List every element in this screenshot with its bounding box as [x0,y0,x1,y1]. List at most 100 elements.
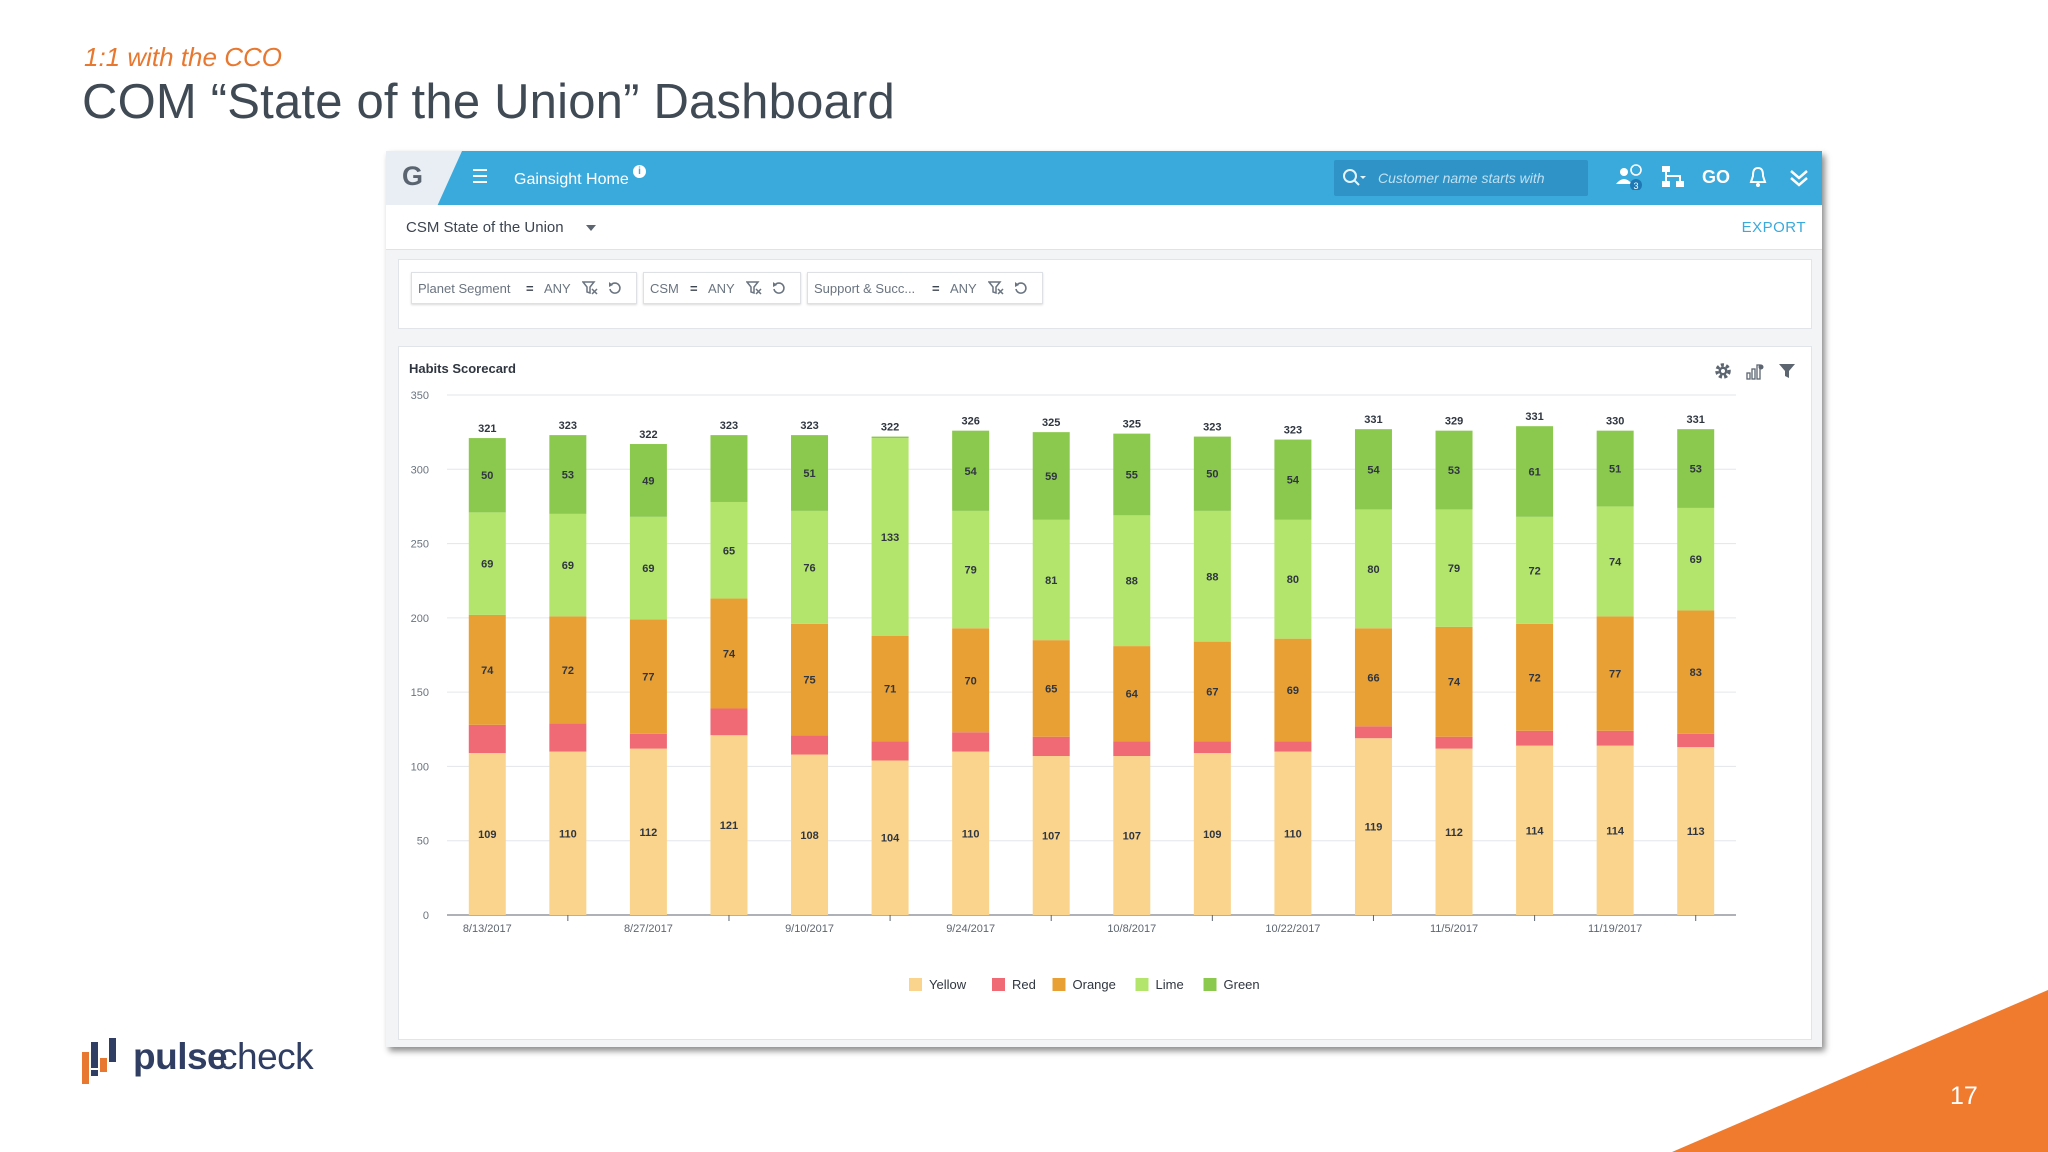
total-label: 326 [961,416,979,428]
home-title[interactable]: Gainsight Home [514,171,629,188]
data-label: 80 [1367,564,1379,576]
bar-segment-yellow [710,735,748,915]
data-label: 69 [642,563,654,575]
y-tick-label: 250 [411,539,429,551]
bar-segment-yellow [1274,751,1312,915]
x-tick-label: 8/27/2017 [624,923,673,935]
bar-segment-lime [791,510,829,624]
search-icon[interactable] [1342,168,1366,188]
notification-badge: 3 [1633,181,1638,190]
filter-chip-support-success[interactable]: Support & Succ... = ANY [807,272,1043,304]
data-label: 74 [481,665,494,677]
filter-label: Planet Segment [418,281,511,296]
clear-filter-icon[interactable] [582,281,598,295]
bar-segment-red [952,732,990,752]
filter-chip-planet-segment[interactable]: Planet Segment = ANY [411,272,637,304]
menu-icon[interactable] [471,166,491,186]
bar-segment-red [468,724,506,754]
filter-panel: Planet Segment = ANY CSM = ANY Support &… [398,259,1812,329]
bar-segment-green [871,436,909,439]
bar-segment-lime [871,438,909,636]
chevron-down-icon[interactable] [1788,164,1810,190]
people-icon[interactable]: 3 [1614,164,1646,190]
total-label: 322 [881,422,899,434]
clear-filter-icon[interactable] [988,281,1004,295]
total-label: 329 [1445,416,1463,428]
data-label: 74 [723,649,736,661]
bar-segment-yellow [1354,738,1392,915]
filter-icon[interactable] [1777,361,1797,381]
bar-segment-lime [1032,519,1070,641]
data-label: 53 [1448,465,1460,477]
bar-segment-green [791,435,829,511]
bar-segment-orange [871,635,909,742]
data-label: 71 [884,683,896,695]
x-tick-label: 11/5/2017 [1430,923,1478,935]
bar-segment-yellow [791,754,829,915]
data-label: 72 [562,665,574,677]
bar-segment-lime [629,516,667,620]
total-label: 323 [559,420,577,432]
data-label: 121 [720,820,738,832]
data-label: 66 [1367,672,1379,684]
reset-icon[interactable] [772,281,786,295]
reset-icon[interactable] [608,281,622,295]
legend-swatch-yellow [909,978,922,991]
legend-swatch-lime [1135,978,1149,991]
legend-label: Red [1012,977,1036,992]
y-tick-label: 0 [423,910,429,922]
data-label: 53 [562,469,574,481]
data-label: 80 [1287,574,1299,586]
filter-chip-csm[interactable]: CSM = ANY [643,272,801,304]
bell-icon[interactable] [1748,164,1768,190]
go-button[interactable]: GO [1702,167,1731,187]
chart-settings-icon[interactable] [1745,361,1765,381]
caret-down-icon[interactable] [586,225,596,231]
reset-icon[interactable] [1014,281,1028,295]
bar-segment-red [1113,741,1151,757]
bar-segment-green [710,435,748,502]
data-label: 69 [481,559,493,571]
export-button[interactable]: EXPORT [1741,219,1806,236]
bar-segment-red [710,708,748,736]
slide-subtitle: 1:1 with the CCO [84,42,282,72]
legend-swatch-orange [1052,978,1066,991]
data-label: 76 [803,562,815,574]
dashboard-bar: CSM State of the Union EXPORT [386,205,1822,250]
bar-segment-yellow [1435,748,1473,915]
bar-segment-yellow [1113,756,1151,915]
x-tick-label: 9/24/2017 [946,923,995,935]
gainsight-logo[interactable]: G [386,151,462,205]
data-label: 83 [1690,667,1702,679]
bar-segment-lime [468,512,506,615]
data-label: 133 [881,532,899,544]
bar-segment-orange [1677,610,1715,734]
bar-segment-lime [1274,519,1312,639]
total-label: 331 [1525,411,1543,423]
total-label: 325 [1042,417,1060,429]
y-tick-label: 150 [411,687,429,699]
habits-scorecard-panel: Habits Scorecard 0 50 100 150 200 250 300 350 10… [398,346,1812,1040]
hierarchy-icon[interactable] [1660,164,1686,190]
bar-segment-yellow [549,751,587,915]
dashboard-selector[interactable]: CSM State of the Union [406,219,564,236]
bar-segment-green [1274,439,1312,520]
x-tick-label: 8/13/2017 [463,923,512,935]
total-label: 323 [1203,422,1221,434]
data-label: 79 [1448,563,1460,575]
filter-value: ANY [950,281,977,296]
bar-segment-green [1354,429,1392,510]
bar-segment-yellow [1677,747,1715,915]
clear-filter-icon[interactable] [746,281,762,295]
bar-segment-orange [952,628,990,733]
gear-icon[interactable] [1713,361,1733,381]
bar-segment-yellow [1596,745,1634,915]
bar-segment-green [1113,433,1151,516]
info-icon[interactable]: i [633,165,646,178]
search-input[interactable] [1378,167,1578,189]
stacked-bar-chart: 0 50 100 150 200 250 300 350 109 74 69 50 321 110 72 69… [411,390,1736,992]
filter-operator: = [932,281,940,296]
legend-label: Yellow [929,977,967,992]
bar-segment-red [791,735,829,755]
data-label: 108 [800,830,818,842]
